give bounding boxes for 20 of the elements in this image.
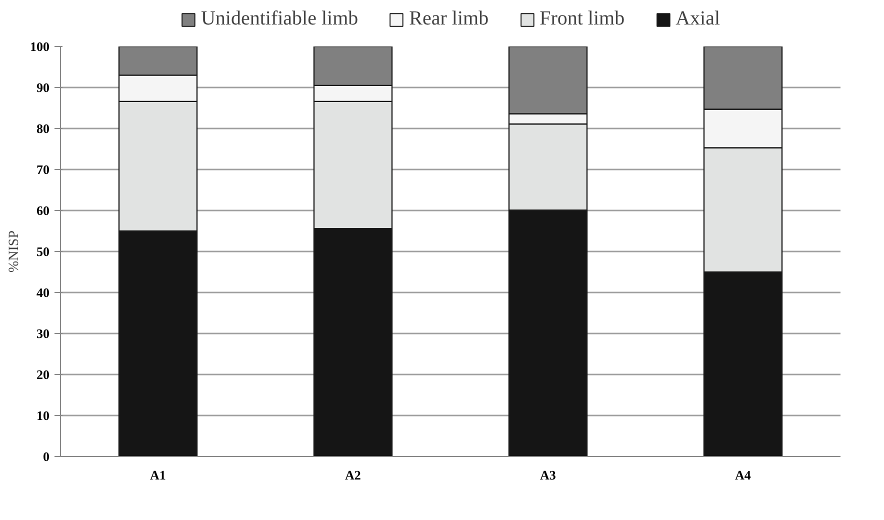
- y-axis-title: %NISP: [7, 230, 22, 273]
- y-tick-label: 20: [36, 367, 50, 382]
- x-tick-label: A1: [150, 468, 166, 482]
- y-tick-label: 60: [36, 203, 50, 218]
- x-tick-label: A3: [540, 468, 556, 482]
- legend-label: Unidentifiable limb: [200, 8, 358, 30]
- x-tick-label: A2: [345, 468, 361, 482]
- y-tick-label: 100: [30, 39, 50, 54]
- legend-label: Axial: [676, 8, 720, 30]
- y-tick-label: 80: [36, 121, 50, 136]
- y-tick-label: 30: [36, 326, 50, 341]
- legend-label: Rear limb: [409, 8, 489, 30]
- legend-label: Front limb: [540, 8, 625, 30]
- y-tick-label: 0: [43, 449, 50, 464]
- y-tick-label: 10: [36, 408, 50, 423]
- y-tick-label: 50: [36, 244, 50, 259]
- x-tick-label: A4: [735, 468, 752, 482]
- y-tick-label: 90: [36, 80, 50, 95]
- y-tick-label: 70: [36, 162, 50, 177]
- y-tick-label: 40: [36, 285, 50, 300]
